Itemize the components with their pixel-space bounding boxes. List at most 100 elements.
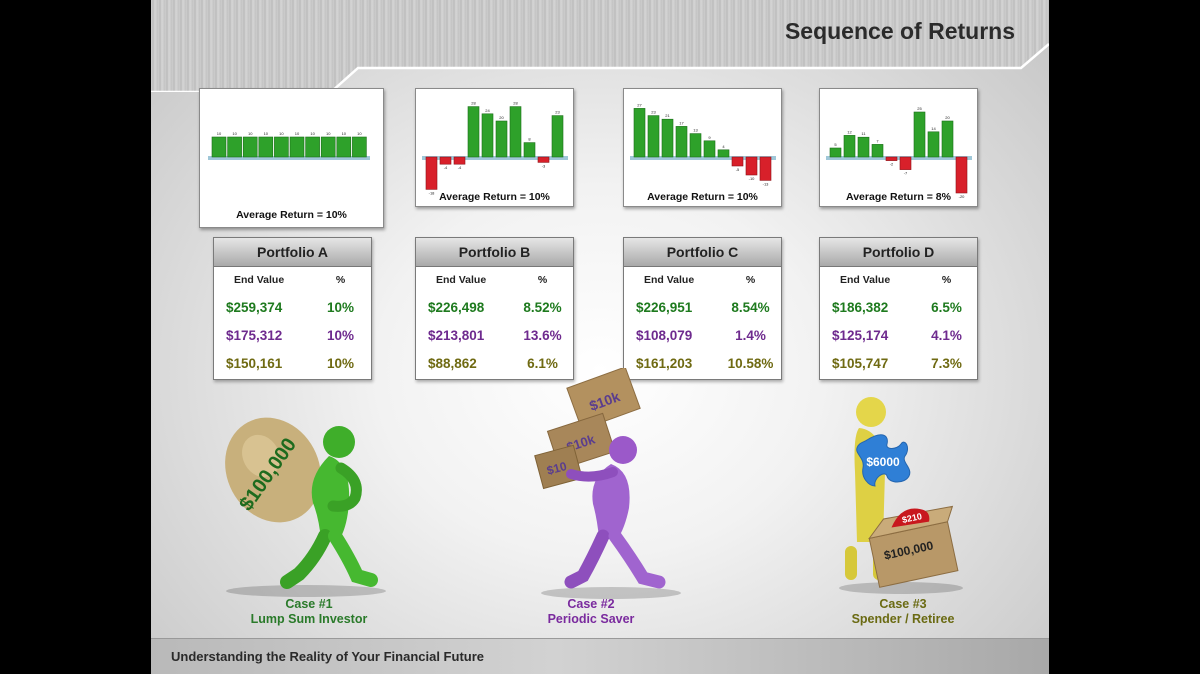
bar-value-label: -18 xyxy=(429,190,436,195)
return-bar xyxy=(633,108,646,158)
col-pct: % xyxy=(537,274,548,286)
return-bar xyxy=(258,136,274,158)
end-value: $259,374 xyxy=(226,299,283,315)
spender-retiree-illustration: $6000 $210 $100,000 xyxy=(839,397,963,594)
table-row: $161,203 10.58% xyxy=(624,349,781,377)
case-1-caption: Case #1 Lump Sum Investor xyxy=(209,597,409,627)
return-bar xyxy=(242,136,258,158)
pct-value: 4.1% xyxy=(931,327,962,343)
mini-chart-bars: 10 10 10 10 10 10 10 10 10 10 xyxy=(208,131,370,160)
col-end-value: End Value xyxy=(644,274,695,286)
mini-chart-b: -18 -4 -4 28 24 20 28 8 -3 23 Average Return = 10… xyxy=(415,88,574,207)
end-value: $226,951 xyxy=(636,299,693,315)
table-row: $175,312 10% xyxy=(214,321,371,349)
bar-value-label: 23 xyxy=(555,110,560,115)
baseline xyxy=(630,156,776,160)
baseline xyxy=(208,156,370,160)
footer-text: Understanding the Reality of Your Financ… xyxy=(171,649,484,664)
bar-value-label: -3 xyxy=(542,163,546,168)
bar-value-label: 23 xyxy=(651,110,656,115)
end-value: $213,801 xyxy=(428,327,485,343)
case-3-caption: Case #3 Spender / Retiree xyxy=(803,597,1003,627)
portfolio-title: Portfolio D xyxy=(820,238,977,267)
mini-chart-bars: -18 -4 -4 28 24 20 28 8 -3 23 xyxy=(422,101,568,195)
footer-band: Understanding the Reality of Your Financ… xyxy=(151,638,1049,674)
bar-value-label: 28 xyxy=(471,101,476,106)
mini-chart-c: 27 23 21 17 13 9 4 -5 -10 -13 Average Return = 10… xyxy=(623,88,782,207)
return-bar xyxy=(843,135,856,158)
bar-value-label: -7 xyxy=(904,171,908,176)
bar-value-label: 20 xyxy=(945,115,950,120)
end-value: $161,203 xyxy=(636,355,693,371)
return-bar xyxy=(647,115,660,158)
col-end-value: End Value xyxy=(436,274,487,286)
pct-value: 10% xyxy=(326,327,355,343)
bar-value-label: -13 xyxy=(763,181,770,186)
return-bar xyxy=(759,156,772,181)
return-bar xyxy=(941,120,954,158)
mini-chart-a: 10 10 10 10 10 10 10 10 10 10 Average Return = 10… xyxy=(199,88,384,228)
return-bar xyxy=(927,131,940,158)
portfolio-c-table: Portfolio C End Value% $226,951 8.54% $10… xyxy=(623,237,782,380)
return-bar xyxy=(913,111,926,158)
col-pct: % xyxy=(941,274,952,286)
bar-value-label: 10 xyxy=(326,131,331,136)
slide: Sequence of Returns 10 10 10 10 10 10 10 10 10 10… xyxy=(151,0,1049,674)
return-bar xyxy=(829,147,842,158)
baseline xyxy=(422,156,568,160)
table-row: $186,382 6.5% xyxy=(820,293,977,321)
bar-value-label: 10 xyxy=(279,131,284,136)
case-title: Periodic Saver xyxy=(547,612,635,626)
case-title: Lump Sum Investor xyxy=(250,612,368,626)
end-value: $186,382 xyxy=(832,299,889,315)
bar-value-label: 27 xyxy=(637,102,642,107)
bar-value-label: 10 xyxy=(295,131,300,136)
table-row: $150,161 10% xyxy=(214,349,371,377)
average-return-label: Average Return = 10% xyxy=(236,209,347,221)
return-bar xyxy=(352,136,367,158)
end-value: $125,174 xyxy=(832,327,889,343)
slide-title: Sequence of Returns xyxy=(784,18,1015,44)
return-bar xyxy=(661,118,674,158)
bar-value-label: 14 xyxy=(931,126,936,131)
return-bar xyxy=(717,149,730,158)
bar-value-label: -5 xyxy=(736,167,740,172)
bar-value-label: 10 xyxy=(217,131,222,136)
bar-value-label: 20 xyxy=(499,115,504,120)
pct-value: 6.5% xyxy=(931,299,962,315)
portfolio-title: Portfolio B xyxy=(416,238,573,267)
return-bar xyxy=(211,136,227,158)
end-value: $150,161 xyxy=(226,355,283,371)
return-bar xyxy=(899,156,912,170)
header-band xyxy=(151,0,1049,92)
col-pct: % xyxy=(745,274,756,286)
return-bar xyxy=(425,156,438,190)
pct-value: 8.54% xyxy=(731,299,770,315)
bar-value-label: 24 xyxy=(485,108,490,113)
bar-value-label: 10 xyxy=(232,131,237,136)
table-row: $125,174 4.1% xyxy=(820,321,977,349)
bar-value-label: 7 xyxy=(876,138,879,143)
portfolio-title: Portfolio C xyxy=(624,238,781,267)
return-bar xyxy=(453,156,466,165)
return-bar xyxy=(537,156,550,163)
table-row: $259,374 10% xyxy=(214,293,371,321)
bar-value-label: 17 xyxy=(679,120,684,125)
return-bar xyxy=(857,136,870,158)
pct-value: 8.52% xyxy=(523,299,562,315)
pct-value: 10% xyxy=(326,355,355,371)
box-label-low: $10 xyxy=(545,459,568,478)
return-bar xyxy=(467,106,480,158)
bar-value-label: 21 xyxy=(665,113,670,118)
case-number: Case #2 xyxy=(567,597,615,611)
return-bar xyxy=(336,136,352,158)
table-row: $88,862 6.1% xyxy=(416,349,573,377)
pct-value: 7.3% xyxy=(931,355,962,371)
return-bar xyxy=(731,156,744,167)
bar-value-label: 11 xyxy=(861,131,866,136)
return-bar xyxy=(305,136,320,158)
bar-value-label: 10 xyxy=(357,131,362,136)
return-bar xyxy=(885,156,898,161)
table-row: $105,747 7.3% xyxy=(820,349,977,377)
bar-value-label: -2 xyxy=(890,162,894,167)
